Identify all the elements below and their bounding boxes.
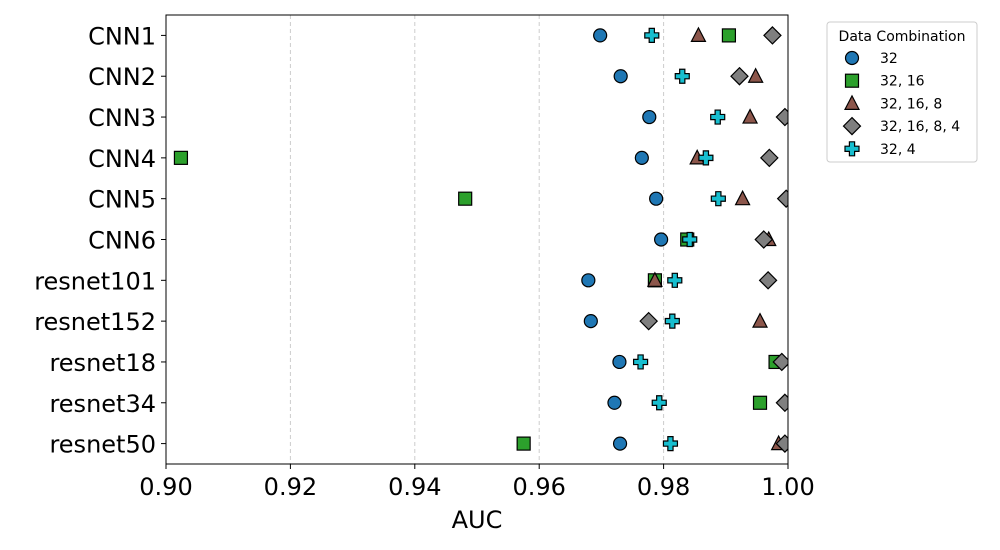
legend-label: 32, 4 — [880, 142, 916, 158]
legend-label: 32, 16, 8, 4 — [880, 119, 960, 135]
data-point — [593, 28, 608, 43]
x-tick-label: 0.94 — [388, 473, 441, 501]
data-point — [752, 312, 768, 328]
data-point — [634, 150, 649, 165]
data-point — [173, 150, 189, 165]
data-point — [644, 27, 660, 44]
y-tick-label: resnet101 — [34, 267, 156, 295]
data-point — [458, 191, 473, 206]
data-point — [581, 273, 596, 288]
legend-marker — [842, 116, 862, 136]
y-tick-label: CNN3 — [88, 104, 156, 132]
data-point — [583, 314, 598, 329]
y-tick-label: CNN2 — [88, 63, 156, 91]
data-point — [639, 311, 659, 331]
data-point — [607, 395, 622, 410]
data-point — [651, 395, 667, 411]
data-point — [682, 231, 698, 248]
x-tick-label: 1.00 — [761, 473, 814, 501]
data-point — [710, 109, 726, 125]
y-tick-label: resnet152 — [34, 308, 156, 336]
grid-lines — [289, 15, 665, 464]
legend-marker — [844, 73, 860, 88]
data-point — [758, 270, 778, 290]
y-axis: CNN1 CNN2 CNN3 CNN4 CNN5 CNN6 resnet101 resnet1… — [34, 22, 166, 459]
legend-items: 32 32, 16 32, 16, 8 32, 16, 8, 4 32, 4 — [842, 50, 960, 158]
y-tick-label: CNN5 — [88, 186, 156, 214]
data-point — [759, 148, 779, 168]
legend-title: Data Combination — [839, 29, 966, 45]
data-point — [776, 189, 788, 209]
data-point — [516, 436, 531, 451]
data-point — [690, 26, 707, 43]
x-axis-title: AUC — [452, 506, 503, 534]
data-point — [772, 352, 788, 372]
data-point — [674, 68, 690, 84]
data-point — [721, 28, 737, 43]
x-tick-label: 0.98 — [637, 473, 690, 501]
y-tick-label: resnet34 — [49, 390, 156, 418]
legend-label: 32, 16, 8 — [880, 96, 942, 112]
legend-label: 32, 16 — [880, 74, 925, 90]
legend-marker — [844, 50, 860, 66]
x-tick-label: 0.96 — [512, 473, 565, 501]
data-point — [775, 107, 788, 127]
data-point — [642, 109, 657, 125]
data-point — [662, 435, 679, 452]
data-point — [754, 230, 774, 249]
data-point — [747, 67, 764, 83]
y-tick-label: CNN6 — [88, 227, 156, 255]
legend: Data Combination 32 32, 16 32, 16, 8 32, 16… — [826, 21, 978, 163]
legend-marker — [844, 94, 860, 111]
data-point — [612, 354, 627, 370]
data-point — [613, 69, 628, 84]
data-point — [752, 395, 768, 410]
data-point — [649, 191, 664, 206]
data-point — [646, 271, 663, 287]
legend-label: 32 — [880, 51, 898, 67]
x-axis: 0.90 0.92 0.94 0.96 0.98 1.00 — [139, 464, 815, 501]
x-tick-label: 0.90 — [139, 473, 192, 501]
y-tick-label: resnet18 — [49, 349, 156, 377]
data-point — [775, 393, 788, 413]
data-point — [763, 26, 782, 45]
y-tick-label: CNN4 — [88, 145, 156, 173]
data-point — [654, 232, 669, 247]
y-tick-label: CNN1 — [88, 22, 156, 50]
data-marks — [173, 26, 788, 453]
data-point — [632, 354, 649, 370]
legend-marker — [844, 141, 860, 157]
data-point — [710, 191, 726, 207]
data-point — [667, 272, 683, 288]
y-tick-label: resnet50 — [49, 431, 156, 459]
data-point — [612, 436, 628, 451]
data-point — [730, 66, 749, 86]
data-point — [698, 150, 714, 166]
data-point — [742, 108, 759, 124]
legend-box — [826, 21, 978, 163]
x-tick-label: 0.92 — [264, 473, 317, 501]
data-point — [734, 189, 751, 206]
data-point — [775, 434, 788, 453]
data-point — [664, 313, 680, 329]
